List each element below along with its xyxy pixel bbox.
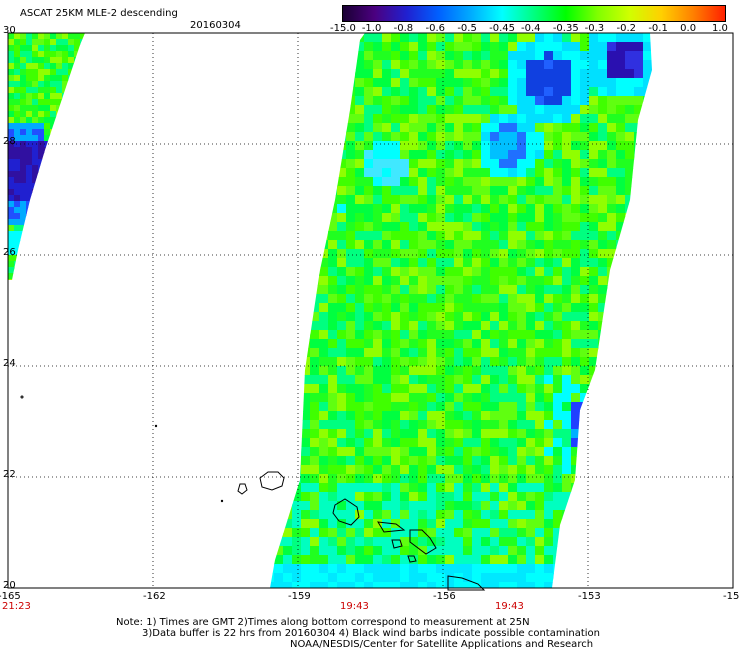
colorbar-tick-label: -1.0 [361, 23, 382, 34]
latitude-label: 26 [3, 247, 16, 258]
map-date: 20160304 [190, 20, 241, 31]
island-kahoolawe [407, 555, 417, 563]
graticule-grid [8, 33, 733, 588]
colorbar-tick-label: 0.0 [680, 23, 697, 34]
longitude-label: -156 [433, 591, 456, 602]
longitude-label: -153 [578, 591, 601, 602]
latitude-label: 22 [3, 469, 16, 480]
coastline-islands [20, 395, 486, 591]
plot-frame [7, 32, 734, 589]
latitude-label: 30 [3, 25, 16, 36]
latitude-label: 24 [3, 358, 16, 369]
colorbar-tick-label: 1.0 [712, 23, 728, 34]
swath-left [8, 33, 85, 280]
longitude-label: -162 [143, 591, 166, 602]
islet-dot-1 [20, 395, 24, 399]
pass-time-1: 21:23 [2, 601, 31, 612]
colorbar-tick-label: -0.3 [584, 23, 605, 34]
pass-time-3: 19:43 [495, 601, 524, 612]
note-line-3: NOAA/NESDIS/Center for Satellite Applica… [290, 639, 594, 650]
swath-right [270, 33, 652, 588]
note-line-2: 3)Data buffer is 22 hrs from 20160304 4)… [142, 628, 600, 639]
island-lanai [391, 539, 403, 549]
longitude-label: -165 [0, 591, 21, 602]
island-molokai [377, 521, 406, 533]
island-hawaii [447, 575, 486, 591]
island-maui [409, 529, 437, 555]
colorbar [342, 5, 726, 22]
map-title: ASCAT 25KM MLE-2 descending [20, 8, 178, 19]
island-oahu [332, 498, 360, 526]
colorbar-tick-label: -0.45 [489, 23, 516, 34]
islet-dot-3 [220, 499, 224, 503]
latitude-label: 20 [3, 580, 16, 591]
colorbar-tick-label: -0.2 [616, 23, 637, 34]
colorbar-tick-label: -0.8 [393, 23, 414, 34]
island-niihau [237, 483, 248, 495]
pass-time-2: 19:43 [340, 601, 369, 612]
colorbar-tick-label: -15.0 [330, 23, 356, 34]
island-kauai [259, 471, 285, 491]
colorbar-tick-label: -0.1 [648, 23, 668, 34]
note-line-1: Note: 1) Times are GMT 2)Times along bot… [116, 617, 530, 628]
longitude-label: -150 [723, 591, 740, 602]
colorbar-tick-label: -0.5 [457, 23, 477, 34]
colorbar-tick-label: -0.35 [552, 23, 579, 34]
colorbar-tick-label: -0.4 [521, 23, 541, 34]
islet-dot-2 [154, 424, 158, 428]
longitude-label: -159 [288, 591, 311, 602]
colorbar-tick-label: -0.6 [425, 23, 446, 34]
latitude-label: 28 [3, 136, 16, 147]
